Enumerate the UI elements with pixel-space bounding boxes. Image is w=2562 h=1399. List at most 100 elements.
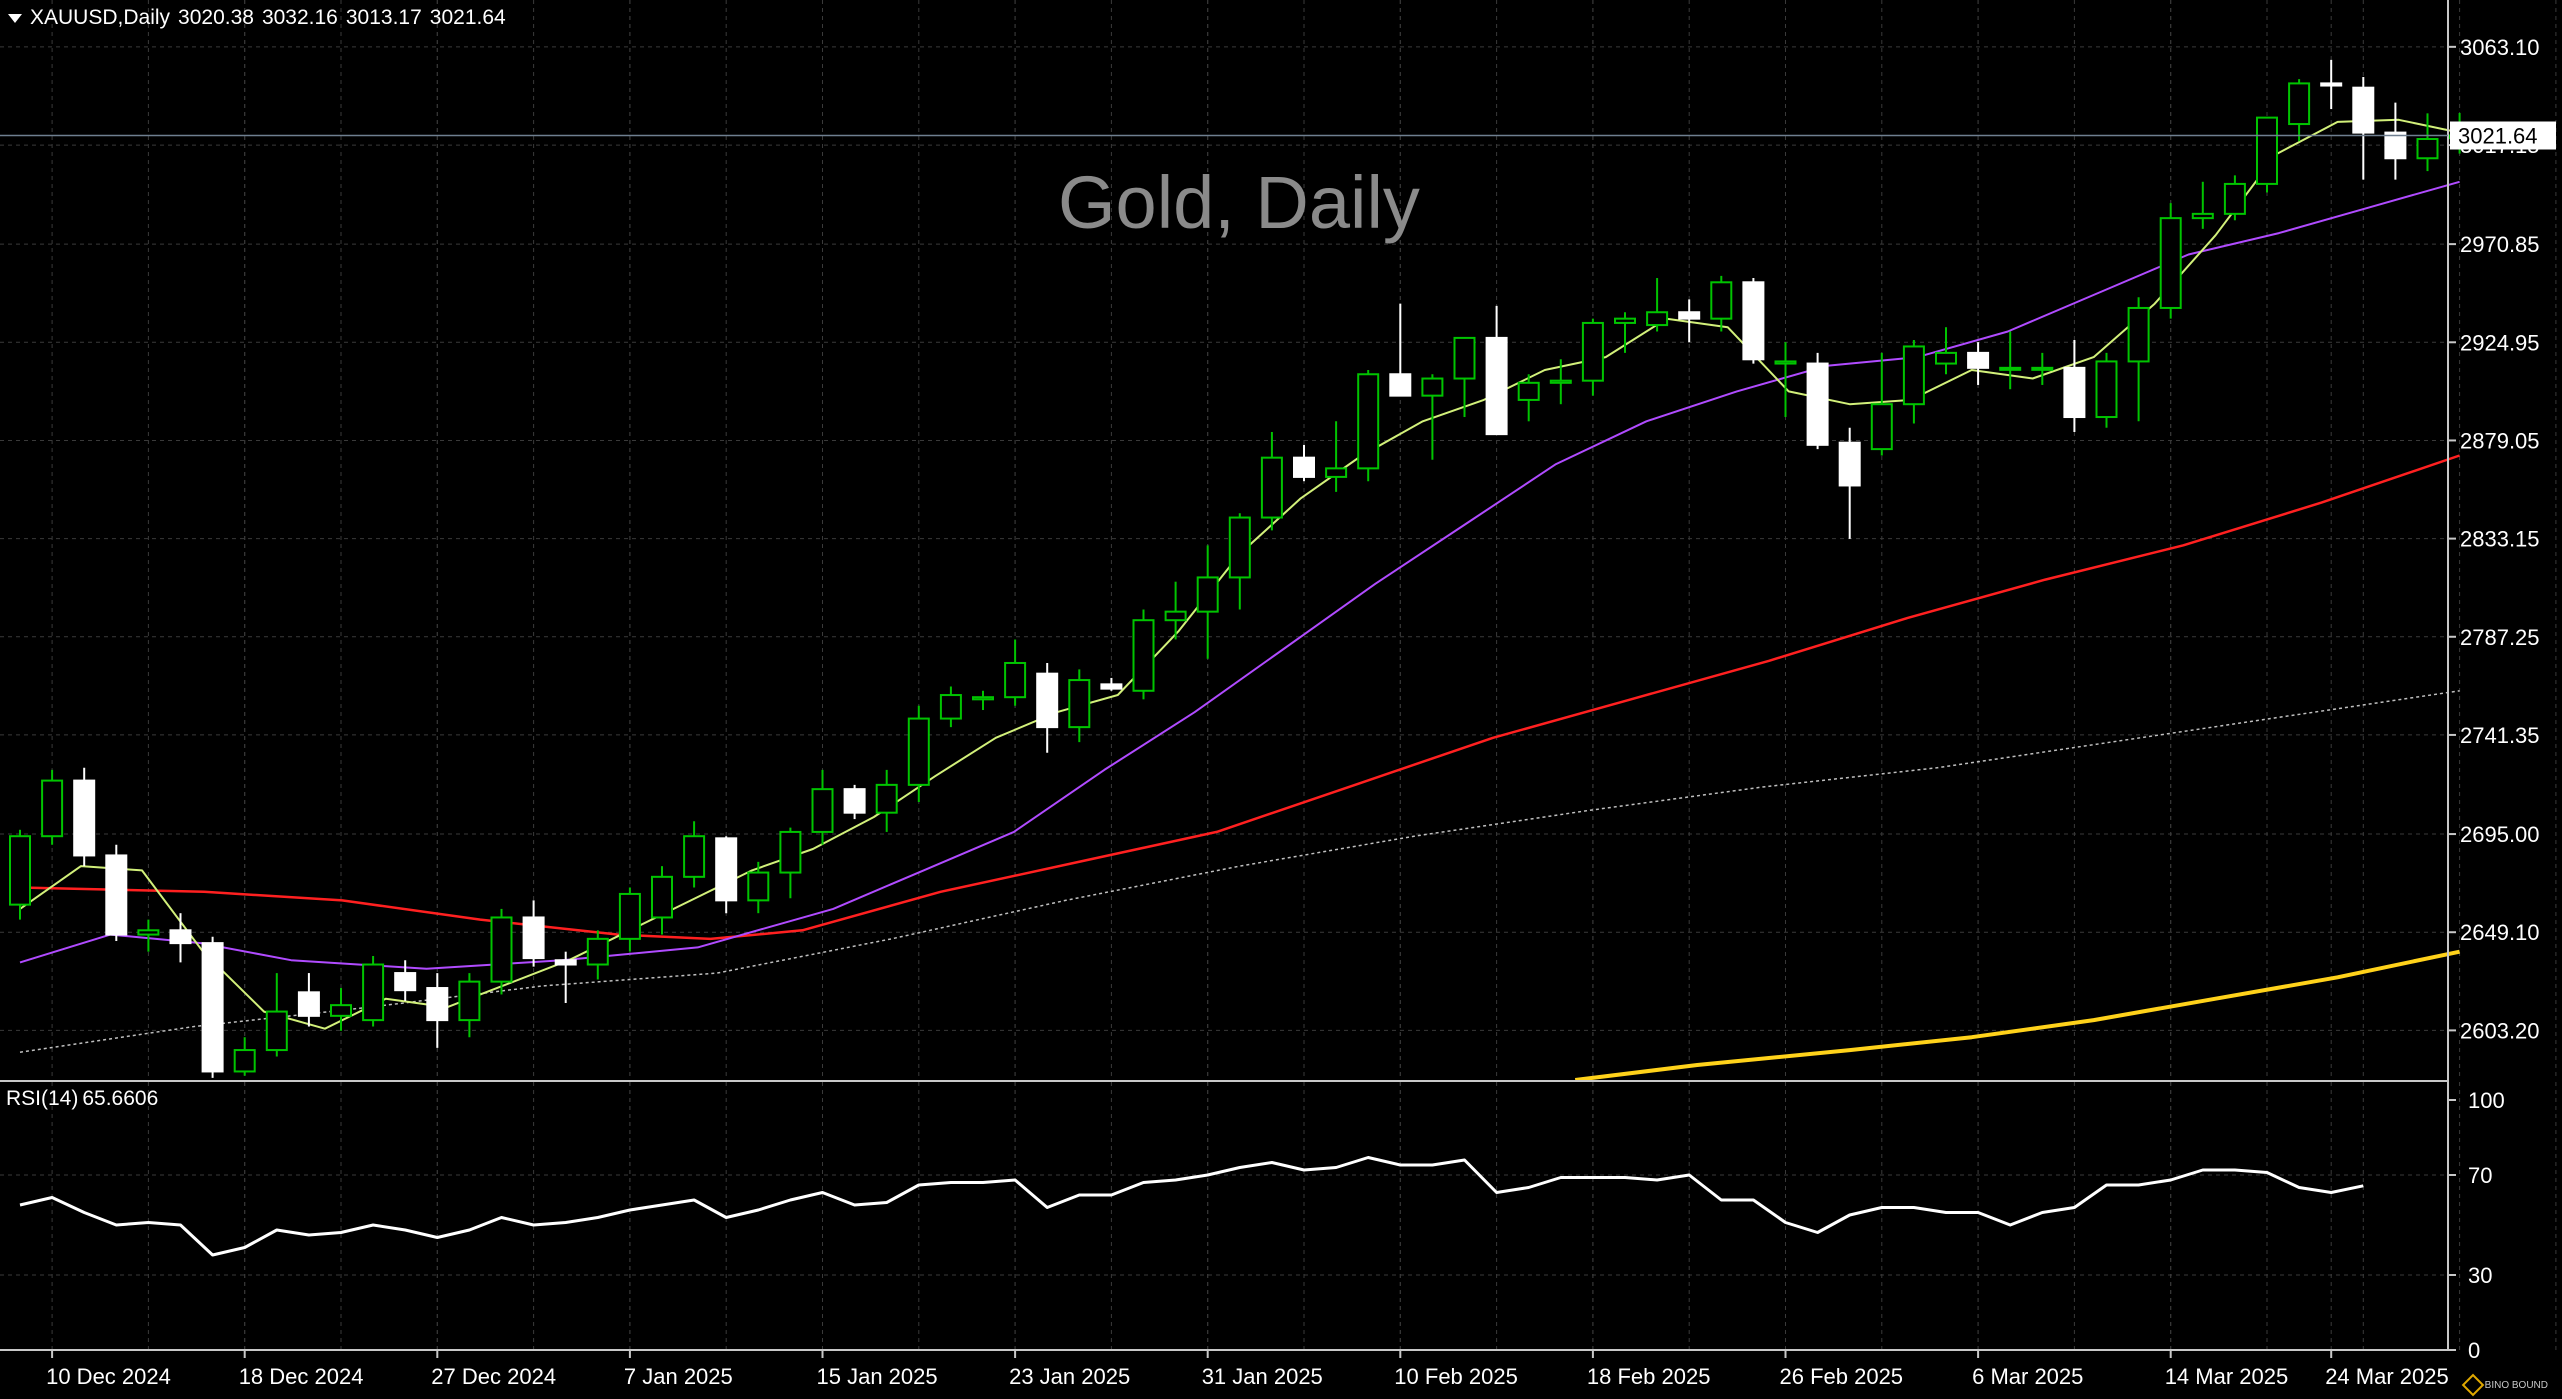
candle[interactable] xyxy=(2352,76,2375,180)
candle[interactable] xyxy=(1902,340,1925,424)
candle[interactable] xyxy=(169,913,192,963)
candle[interactable] xyxy=(1260,432,1283,531)
candle[interactable] xyxy=(1935,327,1957,375)
candle[interactable] xyxy=(2127,297,2150,422)
candle[interactable] xyxy=(683,821,706,888)
candle-body-bull xyxy=(972,696,994,701)
candle[interactable] xyxy=(362,955,385,1027)
grid xyxy=(0,0,2557,1350)
candle[interactable] xyxy=(1036,662,1059,753)
candle[interactable] xyxy=(2320,59,2343,110)
candle[interactable] xyxy=(618,887,641,952)
candle-body-bull xyxy=(2095,360,2118,419)
candle[interactable] xyxy=(586,930,609,980)
candle[interactable] xyxy=(1453,336,1476,418)
candle[interactable] xyxy=(1710,275,1733,332)
candle-body-bull xyxy=(1004,661,1027,699)
price-tick-label: 2649.10 xyxy=(2460,920,2540,945)
candle[interactable] xyxy=(1967,342,1990,385)
candle[interactable] xyxy=(297,973,320,1027)
candle[interactable] xyxy=(2256,116,2278,193)
candle[interactable] xyxy=(265,973,288,1057)
candle[interactable] xyxy=(554,951,577,1004)
chart-watermark: Gold, Daily xyxy=(1058,161,1420,244)
rsi-tick-label: 70 xyxy=(2468,1163,2492,1188)
candle[interactable] xyxy=(1293,444,1315,482)
candle[interactable] xyxy=(2384,102,2407,180)
candle[interactable] xyxy=(715,836,738,914)
candle-body-bear xyxy=(1485,336,1508,436)
candle[interactable] xyxy=(1838,427,1861,539)
candle[interactable] xyxy=(41,769,64,845)
candle[interactable] xyxy=(1646,278,1669,332)
candle[interactable] xyxy=(1581,318,1604,396)
candle[interactable] xyxy=(1742,278,1765,364)
candle[interactable] xyxy=(2063,340,2086,432)
dropdown-triangle-icon[interactable] xyxy=(8,13,22,23)
candle[interactable] xyxy=(2159,203,2182,319)
candle-body-bull xyxy=(1164,610,1187,622)
candle[interactable] xyxy=(137,919,160,952)
candle[interactable] xyxy=(1132,609,1155,700)
candle[interactable] xyxy=(1421,374,1444,460)
candle[interactable] xyxy=(73,767,96,867)
candle[interactable] xyxy=(651,866,673,935)
candle[interactable] xyxy=(1196,545,1219,659)
candle[interactable] xyxy=(875,769,898,832)
close-value: 3021.64 xyxy=(429,6,506,29)
price-tick-label: 3063.10 xyxy=(2460,35,2540,60)
candle[interactable] xyxy=(2095,352,2118,428)
candle[interactable] xyxy=(233,1037,256,1076)
candle[interactable] xyxy=(458,973,481,1038)
candle-body-bull xyxy=(1132,619,1155,692)
candle[interactable] xyxy=(779,827,802,899)
candle[interactable] xyxy=(1228,513,1251,610)
candle[interactable] xyxy=(811,769,834,845)
candle[interactable] xyxy=(522,900,545,967)
candle[interactable] xyxy=(2031,352,2054,385)
candle[interactable] xyxy=(1357,369,1380,482)
candle[interactable] xyxy=(1870,352,1893,456)
candle[interactable] xyxy=(1164,581,1187,640)
candle-body-bear xyxy=(73,779,96,857)
candle[interactable] xyxy=(1614,312,1636,353)
candle[interactable] xyxy=(747,861,770,914)
candle[interactable] xyxy=(105,844,128,941)
candle[interactable] xyxy=(394,960,417,1001)
candle[interactable] xyxy=(2416,113,2439,172)
candle[interactable] xyxy=(9,829,31,920)
rsi-name: RSI(14) xyxy=(6,1087,79,1110)
candle[interactable] xyxy=(330,988,352,1031)
candle[interactable] xyxy=(1389,303,1412,397)
candles[interactable] xyxy=(9,59,2471,1078)
candle[interactable] xyxy=(1485,305,1508,436)
ma-mid-line xyxy=(19,180,2460,970)
candle[interactable] xyxy=(1068,669,1091,743)
candle[interactable] xyxy=(2191,181,2214,229)
candle-body-bear xyxy=(1293,456,1315,478)
candle[interactable] xyxy=(843,784,866,820)
candle[interactable] xyxy=(2223,175,2246,221)
candle[interactable] xyxy=(1549,359,1572,405)
candle[interactable] xyxy=(1325,421,1348,492)
candle[interactable] xyxy=(201,936,224,1078)
candle[interactable] xyxy=(1999,331,2022,390)
candle[interactable] xyxy=(939,686,962,728)
candle-body-bear xyxy=(169,929,192,945)
time-tick-label: 23 Jan 2025 xyxy=(1009,1364,1130,1389)
candle[interactable] xyxy=(2288,79,2311,142)
candle[interactable] xyxy=(1004,639,1027,706)
candle[interactable] xyxy=(1678,299,1701,343)
candle-body-bull xyxy=(618,892,641,940)
candle[interactable] xyxy=(907,705,930,802)
candle[interactable] xyxy=(1774,342,1797,418)
candle[interactable] xyxy=(490,908,513,995)
candle[interactable] xyxy=(1100,677,1123,691)
candle[interactable] xyxy=(1517,374,1540,422)
candle[interactable] xyxy=(1806,352,1829,450)
candle-body-bear xyxy=(2320,82,2343,87)
candle[interactable] xyxy=(972,690,994,711)
candle-body-bull xyxy=(1196,576,1219,613)
candle[interactable] xyxy=(426,973,449,1048)
time-tick-label: 6 Mar 2025 xyxy=(1972,1364,2083,1389)
